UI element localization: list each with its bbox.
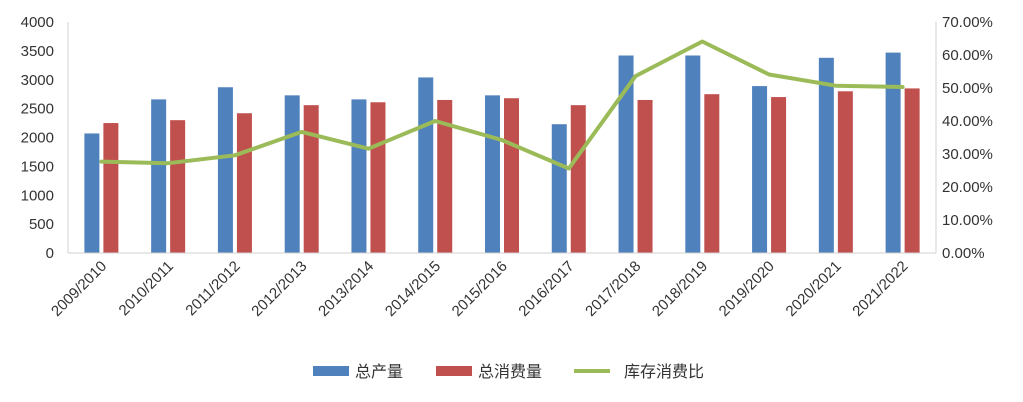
legend-ratio-label: 库存消费比 [624, 362, 704, 381]
x-tick-label: 2020/2021 [783, 258, 845, 320]
x-tick-label: 2018/2019 [649, 258, 711, 320]
y-left-tick-label: 1000 [21, 187, 54, 204]
y-right-tick-label: 70.00% [942, 14, 993, 31]
bar-consumption [570, 105, 586, 253]
bar-production [885, 52, 901, 253]
bar-production [84, 133, 100, 253]
y-right-tick-label: 50.00% [942, 80, 993, 97]
bar-consumption [504, 98, 519, 253]
y-left-tick-label: 1500 [21, 158, 54, 175]
bar-production [217, 87, 233, 253]
bar-consumption [236, 113, 252, 254]
x-tick-label: 2009/2010 [48, 258, 110, 320]
y-left-tick-label: 2000 [21, 130, 54, 147]
bar-production [485, 95, 500, 253]
y-right-tick-label: 30.00% [942, 146, 993, 163]
bar-consumption [437, 99, 453, 254]
bar-production [284, 95, 300, 253]
bar-consumption [904, 88, 920, 253]
legend-production-swatch [313, 366, 349, 376]
line-stock-consumption-ratio [99, 39, 905, 171]
y-left-tick-label: 500 [29, 216, 54, 233]
x-tick-label: 2015/2016 [449, 258, 511, 320]
bar-consumption [103, 123, 119, 253]
bar-production [551, 124, 567, 253]
bar-production [685, 55, 701, 254]
legend-consumption-label: 总消费量 [478, 362, 542, 381]
y-left-tick-label: 3500 [21, 43, 54, 60]
y-right-tick-label: 10.00% [942, 212, 993, 229]
legend-production-label: 总产量 [355, 362, 403, 381]
bars-layer [84, 52, 920, 254]
bar-consumption [771, 97, 787, 253]
bar-consumption [837, 91, 853, 253]
x-tick-label: 2019/2020 [716, 258, 778, 320]
bar-production [618, 55, 634, 254]
bar-production [752, 86, 768, 253]
y-left-tick-label: 0 [46, 245, 54, 262]
x-tick-label: 2010/2011 [116, 258, 177, 319]
legend: 总产量 总消费量 库存消费比 [313, 362, 704, 381]
bar-production [818, 57, 834, 254]
bar-consumption [370, 102, 386, 254]
x-tick-label: 2016/2017 [515, 258, 577, 320]
bar-production [151, 99, 167, 253]
y-right-tick-label: 20.00% [942, 179, 993, 196]
legend-consumption-swatch [436, 366, 472, 376]
x-tick-label: 2012/2013 [248, 258, 310, 320]
x-tick-label: 2014/2015 [382, 258, 444, 320]
bar-consumption [704, 94, 720, 253]
bar-consumption [303, 105, 319, 253]
y-left-tick-label: 3000 [21, 72, 54, 89]
x-tick-label: 2013/2014 [315, 258, 377, 320]
bar-consumption [637, 99, 653, 254]
x-tick-label: 2011/2012 [182, 258, 243, 319]
bar-production [418, 77, 434, 253]
axes-layer [67, 22, 937, 254]
bar-production [351, 99, 367, 253]
line-layer [99, 39, 905, 171]
y-right-tick-label: 0.00% [942, 245, 985, 262]
bar-consumption [170, 120, 186, 253]
y-right-tick-label: 40.00% [942, 113, 993, 130]
x-tick-label: 2021/2022 [849, 258, 911, 320]
y-left-tick-label: 2500 [21, 101, 54, 118]
x-tick-label: 2017/2018 [582, 258, 644, 320]
y-left-tick-label: 4000 [21, 14, 54, 31]
y-right-tick-label: 60.00% [942, 47, 993, 64]
